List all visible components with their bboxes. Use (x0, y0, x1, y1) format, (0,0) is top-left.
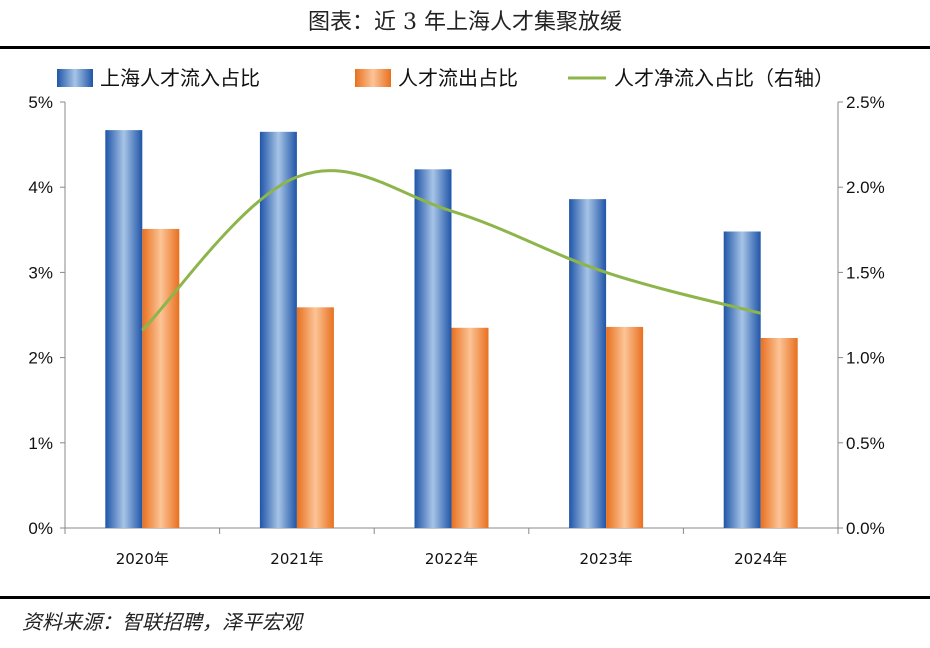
legend-swatch-outflow (355, 69, 391, 87)
y-right-tick-label: 1.0% (846, 349, 885, 368)
bar-inflow (569, 199, 607, 529)
bar-inflow (723, 231, 761, 528)
bar-inflow (259, 131, 297, 528)
legend-label-outflow: 人才流出占比 (398, 66, 518, 90)
lines (141, 169, 762, 332)
bar-outflow (606, 326, 644, 528)
legend-swatch-inflow (57, 69, 93, 87)
y-left-tick-label: 1% (28, 434, 53, 453)
bar-outflow (451, 327, 489, 528)
y-right-tick-label: 1.5% (846, 263, 885, 282)
y-left-tick-label: 2% (28, 349, 53, 368)
y-left-tick-label: 3% (28, 263, 53, 282)
y-left-tick-label: 4% (28, 178, 53, 197)
y-right-tick-label: 0.0% (846, 519, 885, 538)
bottom-divider (0, 596, 930, 599)
line-net-inflow (141, 169, 762, 332)
legend-label-inflow: 上海人才流入占比 (100, 66, 260, 90)
x-tick-label: 2020年 (116, 550, 169, 568)
y-left-tick-label: 5% (28, 93, 53, 112)
x-tick-label: 2024年 (734, 550, 787, 568)
y-right-tick-label: 0.5% (846, 434, 885, 453)
top-divider (0, 46, 930, 49)
bar-inflow (414, 169, 452, 529)
y-right-tick-label: 2.5% (846, 93, 885, 112)
legend: 上海人才流入占比 人才流出占比 人才净流入占比（右轴） (57, 66, 834, 90)
bars (105, 130, 798, 529)
source-note: 资料来源：智联招聘，泽平宏观 (22, 610, 302, 634)
y-right-tick-label: 2.0% (846, 178, 885, 197)
bar-outflow (760, 338, 798, 528)
x-tick-label: 2023年 (580, 550, 633, 568)
legend-label-net: 人才净流入占比（右轴） (614, 66, 834, 90)
y-left-tick-label: 0% (28, 519, 53, 538)
bar-outflow (296, 307, 334, 528)
bar-inflow (105, 130, 143, 528)
x-tick-label: 2021年 (270, 550, 323, 568)
bar-outflow (142, 228, 180, 528)
page-title: 图表：近 3 年上海人才集聚放缓 (308, 10, 622, 35)
x-tick-label: 2022年 (425, 550, 478, 568)
